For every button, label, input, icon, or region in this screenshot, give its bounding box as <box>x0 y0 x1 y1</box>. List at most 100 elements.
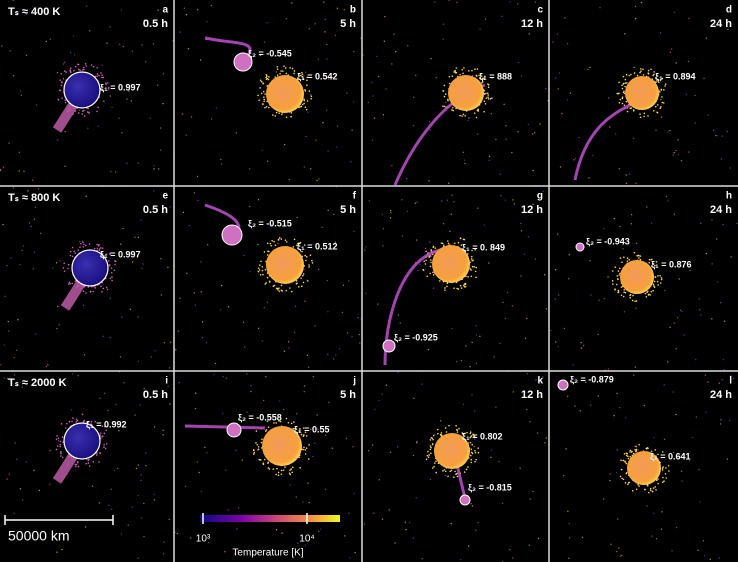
debris <box>79 246 81 248</box>
debris <box>475 116 478 119</box>
star <box>381 214 384 216</box>
star <box>123 382 125 384</box>
star <box>676 317 679 319</box>
star <box>310 94 312 96</box>
star <box>688 17 690 20</box>
debris <box>429 255 432 257</box>
star <box>705 37 708 39</box>
star <box>675 149 677 152</box>
debris <box>626 81 628 84</box>
panel: e0.5 hξ₁ = 0.997 <box>0 185 175 371</box>
star <box>406 210 409 213</box>
star <box>58 324 60 326</box>
debris <box>474 248 477 251</box>
star <box>479 335 481 338</box>
debris <box>277 474 280 477</box>
panel-time: 24 h <box>710 204 732 216</box>
star <box>334 241 336 243</box>
debris <box>624 482 627 484</box>
debris <box>301 75 304 78</box>
star <box>723 368 725 371</box>
debris <box>653 280 656 283</box>
debris <box>76 419 79 422</box>
star <box>159 127 162 129</box>
debris <box>278 237 281 239</box>
debris <box>449 470 452 473</box>
star <box>367 101 370 104</box>
star <box>527 123 530 126</box>
debris <box>633 72 636 74</box>
debris <box>655 76 657 79</box>
star <box>317 58 320 60</box>
debris <box>451 109 453 111</box>
debris <box>621 102 624 105</box>
debris <box>626 260 629 263</box>
star <box>382 227 385 230</box>
xi-label: ξ₁ = 888 <box>479 71 512 81</box>
debris <box>59 79 61 81</box>
star <box>728 419 731 422</box>
star <box>569 92 572 94</box>
debris <box>647 294 650 296</box>
star <box>104 392 106 395</box>
star <box>82 304 85 307</box>
debris <box>262 82 264 85</box>
debris <box>491 97 493 99</box>
star <box>160 294 163 296</box>
xi-label: ξ₂ = -0.815 <box>468 482 512 492</box>
star <box>291 2 293 4</box>
debris <box>280 284 283 287</box>
star <box>205 342 208 344</box>
star <box>351 336 353 338</box>
debris <box>617 291 619 294</box>
star <box>512 391 514 393</box>
star <box>13 512 15 515</box>
debris <box>266 420 269 423</box>
star <box>177 330 180 332</box>
star <box>318 178 320 180</box>
star <box>572 364 574 366</box>
star <box>718 557 720 559</box>
star <box>719 423 722 425</box>
debris <box>90 64 93 66</box>
debris <box>108 263 111 266</box>
star <box>460 360 463 362</box>
debris <box>424 263 427 265</box>
star <box>289 484 291 486</box>
star <box>491 77 494 80</box>
debris <box>626 452 629 455</box>
star <box>677 139 679 141</box>
star <box>464 162 466 165</box>
colorbar-label: Temperature [K] <box>232 548 303 559</box>
star <box>427 348 430 351</box>
debris <box>100 247 102 249</box>
star <box>479 28 481 30</box>
debris <box>82 241 84 243</box>
star <box>730 256 732 258</box>
star <box>157 168 160 170</box>
debris <box>635 448 638 451</box>
star <box>646 206 648 208</box>
star <box>333 213 335 215</box>
moonlet <box>233 52 253 72</box>
debris <box>293 238 296 241</box>
debris <box>646 291 648 294</box>
star <box>134 414 136 416</box>
star <box>250 385 252 387</box>
star <box>563 327 566 330</box>
row-label: Tₛ ≈ 2000 K <box>8 377 66 389</box>
star <box>109 26 111 28</box>
xi-label: ξ₁ = 0. 849 <box>462 242 505 252</box>
debris <box>110 267 113 269</box>
star <box>261 340 264 342</box>
debris <box>661 451 664 453</box>
debris <box>617 278 619 280</box>
star <box>729 167 732 169</box>
debris <box>308 266 310 268</box>
star <box>526 372 529 375</box>
debris <box>489 98 492 100</box>
star <box>134 236 136 238</box>
debris <box>100 285 102 288</box>
debris <box>311 262 314 264</box>
debris <box>664 473 667 475</box>
